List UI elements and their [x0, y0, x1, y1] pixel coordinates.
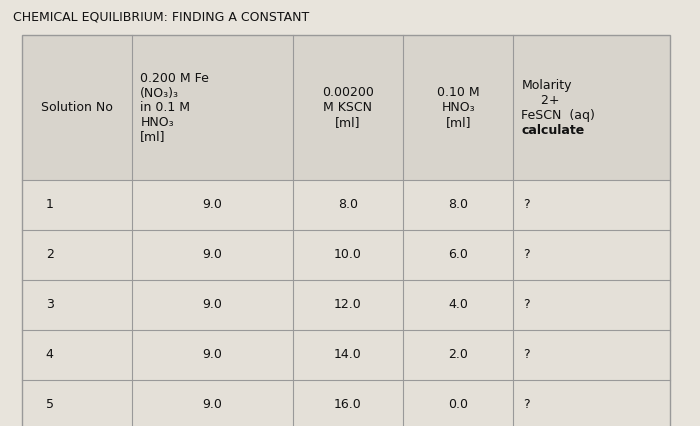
Text: 8.0: 8.0	[338, 199, 358, 211]
Text: [ml]: [ml]	[335, 116, 361, 129]
Text: 9.0: 9.0	[202, 248, 223, 262]
Text: 10.0: 10.0	[334, 248, 362, 262]
Bar	[22, 180, 670, 230]
Text: calculate: calculate	[522, 124, 584, 136]
Text: M KSCN: M KSCN	[323, 101, 372, 114]
Text: [ml]: [ml]	[141, 130, 166, 143]
Bar	[22, 380, 670, 426]
Text: ?: ?	[524, 398, 530, 412]
Text: 2: 2	[46, 248, 53, 262]
Text: 6.0: 6.0	[448, 248, 468, 262]
Text: 12.0: 12.0	[334, 299, 362, 311]
Text: HNO₃: HNO₃	[441, 101, 475, 114]
Text: 9.0: 9.0	[202, 299, 223, 311]
Text: in 0.1 M: in 0.1 M	[141, 101, 190, 114]
Text: 0.00200: 0.00200	[322, 86, 374, 99]
Text: 0.10 M: 0.10 M	[437, 86, 480, 99]
Text: CHEMICAL EQUILIBRIUM: FINDING A CONSTANT: CHEMICAL EQUILIBRIUM: FINDING A CONSTANT	[13, 10, 309, 23]
Bar	[22, 280, 670, 330]
Text: 2.0: 2.0	[448, 348, 468, 362]
Text: (NO₃)₃: (NO₃)₃	[141, 86, 179, 100]
Text: 9.0: 9.0	[202, 348, 223, 362]
Text: 16.0: 16.0	[334, 398, 362, 412]
Text: 4: 4	[46, 348, 53, 362]
Text: 9.0: 9.0	[202, 199, 223, 211]
Text: 3: 3	[46, 299, 53, 311]
Text: ?: ?	[524, 199, 530, 211]
Text: [ml]: [ml]	[445, 116, 471, 129]
Bar	[22, 330, 670, 380]
Text: 1: 1	[46, 199, 53, 211]
Text: HNO₃: HNO₃	[141, 115, 174, 129]
Text: 0.0: 0.0	[448, 398, 468, 412]
Text: 14.0: 14.0	[334, 348, 362, 362]
Bar	[22, 230, 670, 280]
Text: FeSCN  (aq): FeSCN (aq)	[522, 109, 595, 121]
Text: ?: ?	[524, 348, 530, 362]
Text: 4.0: 4.0	[448, 299, 468, 311]
Text: 8.0: 8.0	[448, 199, 468, 211]
Bar	[22, 35, 670, 180]
Text: 0.200 M Fe: 0.200 M Fe	[141, 72, 209, 85]
Text: 2+: 2+	[522, 93, 560, 106]
Text: Solution No: Solution No	[41, 101, 113, 114]
Text: ?: ?	[524, 299, 530, 311]
Text: Molarity: Molarity	[522, 78, 572, 92]
Text: ?: ?	[524, 248, 530, 262]
Text: 9.0: 9.0	[202, 398, 223, 412]
Text: 5: 5	[46, 398, 54, 412]
